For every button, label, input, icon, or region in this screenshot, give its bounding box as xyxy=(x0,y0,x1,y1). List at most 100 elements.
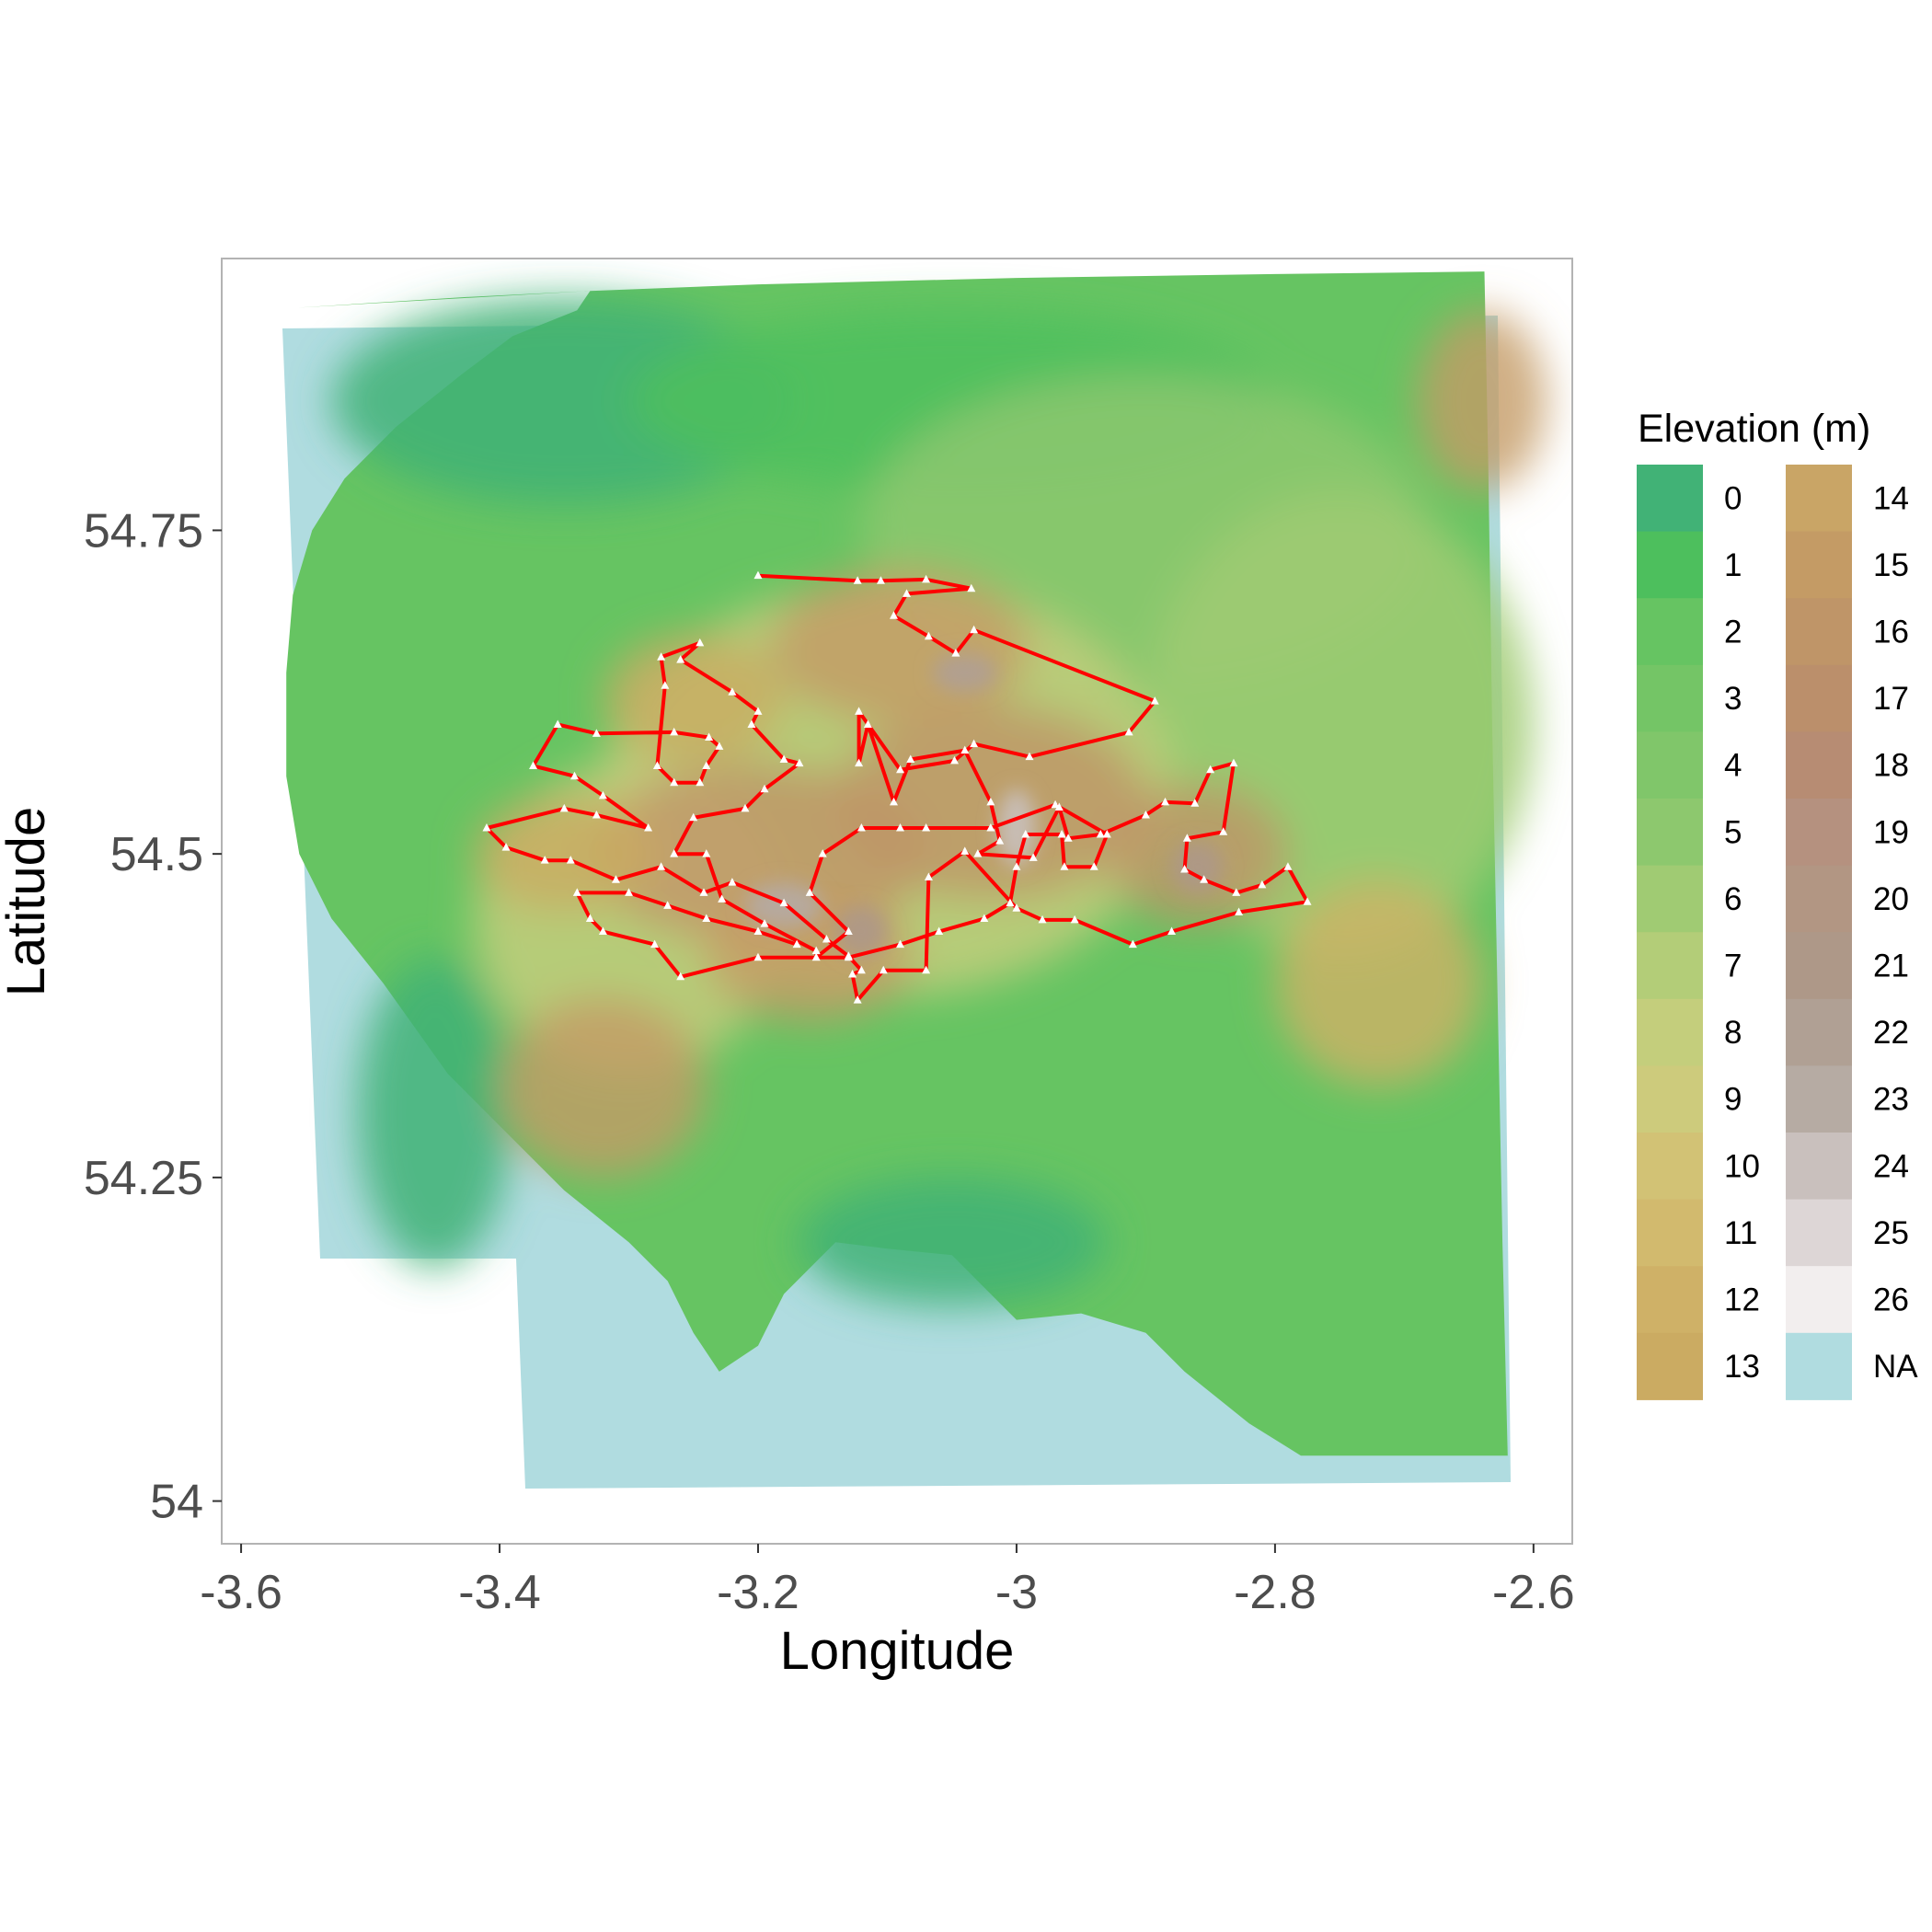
legend-keys: 0123456789101112131415161718192021222324… xyxy=(1637,465,1918,1400)
summit-marker xyxy=(951,649,960,657)
summit-marker xyxy=(1206,765,1215,774)
summit-marker xyxy=(848,969,857,978)
summit-marker xyxy=(529,761,538,769)
y-axis-title: Latitude xyxy=(0,807,56,996)
summit-marker xyxy=(980,914,989,922)
legend-key-swatch xyxy=(1786,531,1852,599)
legend-key-label: 16 xyxy=(1873,615,1909,650)
summit-marker xyxy=(753,926,763,936)
summit-marker xyxy=(570,771,580,780)
summit-marker xyxy=(598,926,607,936)
high-ground xyxy=(771,569,1029,725)
legend-key-label: 3 xyxy=(1724,681,1742,717)
summit-marker xyxy=(792,939,801,949)
summit-marker xyxy=(857,965,866,974)
summit-marker xyxy=(760,919,769,927)
summit-marker xyxy=(1128,939,1137,949)
summit-marker xyxy=(1190,799,1200,807)
summit-marker xyxy=(1283,862,1293,870)
y-tick-label: 54 xyxy=(150,1476,203,1529)
legend-key-label: 23 xyxy=(1873,1082,1909,1118)
high-ground xyxy=(473,795,655,913)
summit-marker xyxy=(670,777,679,787)
summit-marker xyxy=(689,812,698,822)
summit-marker xyxy=(973,849,983,857)
summit-marker xyxy=(482,823,491,832)
summit-marker xyxy=(1060,862,1069,870)
summit-marker xyxy=(676,972,685,981)
summit-marker xyxy=(906,754,915,763)
summit-marker xyxy=(1182,834,1191,842)
summit-marker xyxy=(896,823,905,832)
legend-key-swatch xyxy=(1637,1133,1703,1201)
summit-marker xyxy=(1124,727,1133,736)
summit-marker xyxy=(986,823,995,832)
legend-key-label: 10 xyxy=(1724,1148,1760,1184)
summit-marker xyxy=(995,836,1005,845)
summit-marker xyxy=(702,849,711,857)
legend-key-swatch xyxy=(1786,799,1852,867)
high-ground xyxy=(1274,880,1482,1087)
legend-key-swatch xyxy=(1637,932,1703,1000)
summit-marker xyxy=(1235,907,1244,915)
legend-key-swatch xyxy=(1786,664,1852,732)
summit-marker xyxy=(657,862,666,870)
legend-key-swatch xyxy=(1637,664,1703,732)
summit-marker xyxy=(553,719,562,728)
summit-marker xyxy=(879,965,888,974)
peak xyxy=(932,653,997,693)
peak xyxy=(996,788,1037,868)
y-axis-ticks: 54 54.25 54.5 54.75 xyxy=(84,504,222,1529)
summit-marker xyxy=(1051,799,1060,809)
x-axis-title: Longitude xyxy=(780,1621,1015,1681)
summit-marker xyxy=(896,939,905,949)
legend-key-swatch xyxy=(1786,1332,1852,1400)
summit-marker xyxy=(857,823,866,832)
summit-marker xyxy=(728,687,737,696)
x-tick-label: -3.6 xyxy=(200,1566,282,1619)
summit-marker xyxy=(889,797,898,806)
legend-key-label: 4 xyxy=(1724,748,1742,784)
legend-key-label: 15 xyxy=(1873,547,1909,583)
legend-key-swatch xyxy=(1637,531,1703,599)
summit-marker xyxy=(1303,897,1312,905)
legend-key-swatch xyxy=(1786,731,1852,799)
summit-marker xyxy=(805,888,814,896)
legend-key-label: 19 xyxy=(1873,814,1909,850)
summit-marker xyxy=(699,888,708,896)
legend-key-label: 8 xyxy=(1724,1015,1742,1051)
summit-marker xyxy=(585,914,594,922)
summit-marker xyxy=(715,742,724,750)
summit-marker xyxy=(566,856,575,864)
legend-key-label: 9 xyxy=(1724,1082,1742,1118)
summit-marker xyxy=(663,901,673,909)
summit-marker xyxy=(1070,914,1079,924)
legend-key-swatch xyxy=(1786,932,1852,1000)
summit-marker xyxy=(741,803,750,812)
summit-marker xyxy=(592,729,601,737)
legend-key-swatch xyxy=(1637,731,1703,799)
summit-marker xyxy=(924,872,933,880)
peak xyxy=(835,905,888,958)
summit-marker xyxy=(676,655,685,663)
summit-marker xyxy=(753,707,763,715)
summit-marker xyxy=(863,719,872,728)
legend-key-label: 18 xyxy=(1873,748,1909,784)
summit-marker xyxy=(853,995,862,1004)
high-ground xyxy=(500,995,707,1178)
map-raster xyxy=(282,271,1547,1489)
summit-marker xyxy=(1006,898,1015,907)
summit-marker xyxy=(1025,752,1034,761)
x-tick-label: -3.2 xyxy=(717,1566,799,1619)
legend-key-swatch xyxy=(1786,998,1852,1066)
legend-key-swatch xyxy=(1786,865,1852,933)
legend-key-swatch xyxy=(1786,1065,1852,1133)
summit-marker xyxy=(1012,903,1021,912)
summit-marker xyxy=(970,739,979,748)
summit-marker xyxy=(728,878,737,886)
summit-marker xyxy=(818,849,827,857)
summit-marker xyxy=(598,790,607,799)
summit-marker xyxy=(903,589,912,597)
summit-marker xyxy=(896,765,905,774)
summit-marker xyxy=(718,894,727,903)
